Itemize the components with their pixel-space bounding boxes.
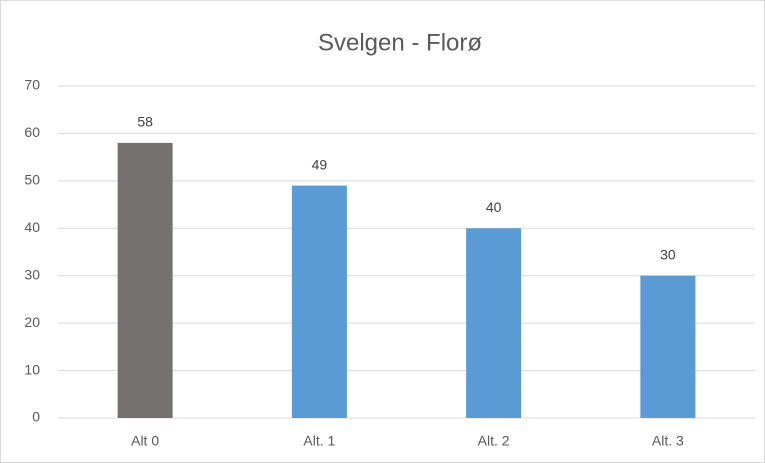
x-tick-label: Alt. 3	[652, 433, 684, 449]
y-tick-label: 20	[24, 314, 40, 330]
bar	[291, 185, 347, 418]
data-label: 40	[486, 199, 502, 215]
bar	[466, 228, 522, 418]
y-tick-label: 10	[24, 361, 40, 377]
y-tick-label: 60	[24, 124, 40, 140]
bar	[640, 275, 696, 418]
data-label: 49	[312, 156, 328, 172]
data-label: 58	[137, 114, 153, 130]
data-label: 30	[660, 246, 676, 262]
x-tick-label: Alt 0	[131, 433, 159, 449]
x-tick-label: Alt. 1	[303, 433, 335, 449]
y-tick-label: 70	[24, 77, 40, 93]
chart-title: Svelgen - Florø	[318, 29, 482, 56]
y-tick-label: 40	[24, 219, 40, 235]
bar	[117, 142, 173, 418]
y-tick-label: 30	[24, 266, 40, 282]
x-tick-label: Alt. 2	[478, 433, 510, 449]
y-tick-label: 0	[32, 409, 40, 425]
y-tick-label: 50	[24, 172, 40, 188]
